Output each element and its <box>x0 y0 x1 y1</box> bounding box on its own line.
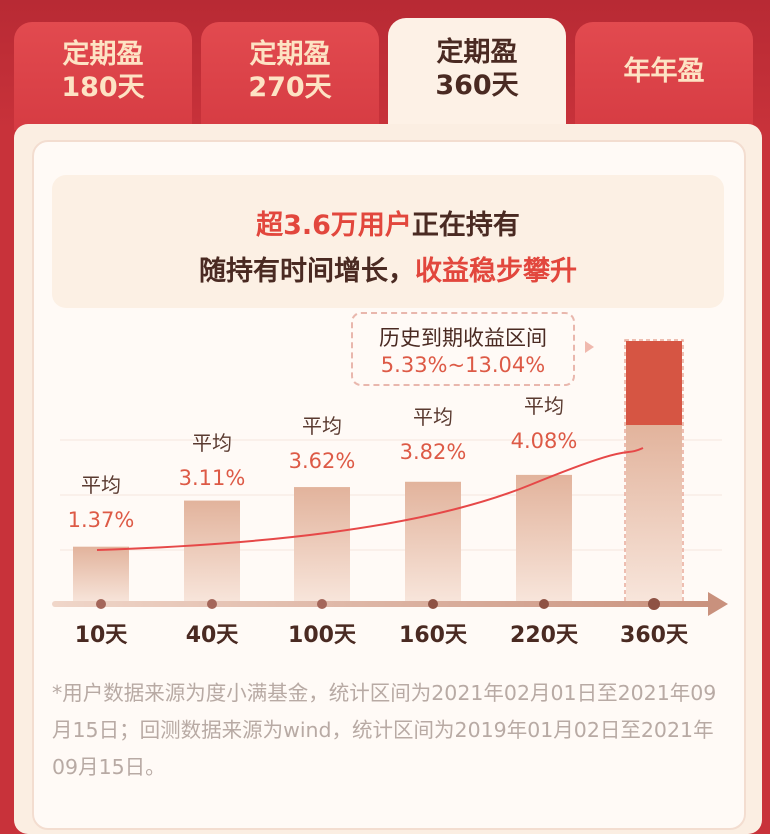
tab-label: 年年盈 <box>623 55 705 87</box>
axis-line <box>52 601 712 607</box>
tab-2[interactable]: 定期盈 360天 <box>388 18 566 130</box>
historical-range-title: 历史到期收益区间 <box>379 326 547 350</box>
holder-count-text: 正在持有 <box>411 210 520 241</box>
tab-3[interactable]: 年年盈 <box>575 22 753 130</box>
historical-range-box <box>351 312 575 386</box>
x-tick-label: 10天 <box>75 623 129 648</box>
headline-line-1: 超3.6万用户正在持有 <box>52 203 724 242</box>
holder-count-highlight: 超3.6万用户 <box>256 210 412 241</box>
avg-value-label: 3.62% <box>289 449 356 473</box>
x-tick-label: 160天 <box>399 623 468 648</box>
growth-highlight: 收益稳步攀升 <box>415 256 577 287</box>
axis-dot <box>207 599 217 609</box>
trend-line <box>96 447 644 551</box>
avg-prefix-label: 平均 <box>81 473 121 497</box>
x-tick-label: 360天 <box>620 623 689 648</box>
bar-360-high-range <box>626 341 682 425</box>
axis-arrow-icon <box>708 592 728 616</box>
gridlines <box>60 439 722 551</box>
axis-dot <box>428 599 438 609</box>
x-tick-label: 40天 <box>186 623 240 648</box>
tab-term: 360天 <box>435 70 519 101</box>
x-axis: 10天 40天 100天 160天 220天 360天 <box>52 592 728 648</box>
range-pointer-icon <box>585 341 594 353</box>
tab-1[interactable]: 定期盈 270天 <box>201 22 379 130</box>
axis-dot <box>96 599 106 609</box>
avg-value-label: 1.37% <box>68 508 135 532</box>
tab-term: 180天 <box>61 72 145 103</box>
bar-40天 <box>184 500 240 604</box>
tab-label: 定期盈 <box>62 39 144 70</box>
bar-100天 <box>294 487 350 604</box>
headline-line-2: 随持有时间增长，收益稳步攀升 <box>52 249 724 288</box>
x-tick-label: 220天 <box>510 623 579 648</box>
bar-160天 <box>405 481 461 604</box>
axis-dot <box>648 598 660 610</box>
axis-dot <box>317 599 327 609</box>
avg-prefix-label: 平均 <box>413 405 453 429</box>
data-source-footnote: *用户数据来源为度小满基金，统计区间为2021年02月01日至2021年09月1… <box>52 681 717 779</box>
bar-220天 <box>516 474 572 604</box>
tab-term: 270天 <box>248 72 332 103</box>
avg-value-label: 3.11% <box>179 466 246 490</box>
axis-dot <box>539 599 549 609</box>
avg-prefix-label: 平均 <box>524 394 564 418</box>
growth-text: 随持有时间增长， <box>199 256 415 287</box>
tab-label: 定期盈 <box>436 37 518 68</box>
tab-label: 定期盈 <box>249 39 331 70</box>
x-tick-label: 100天 <box>288 623 357 648</box>
headline-box <box>52 175 724 308</box>
avg-value-label: 3.82% <box>400 440 467 464</box>
avg-prefix-label: 平均 <box>302 414 342 438</box>
bar-labels: 平均 1.37% 平均 3.11% 平均 3.62% 平均 3.82% 平均 4.08% <box>68 394 578 532</box>
tab-0[interactable]: 定期盈 180天 <box>14 22 192 130</box>
avg-prefix-label: 平均 <box>192 431 232 455</box>
bar-10天 <box>73 546 129 604</box>
historical-range-value: 5.33%~13.04% <box>380 353 546 377</box>
bar-360-low-range <box>626 425 682 604</box>
avg-value-label: 4.08% <box>511 429 578 453</box>
